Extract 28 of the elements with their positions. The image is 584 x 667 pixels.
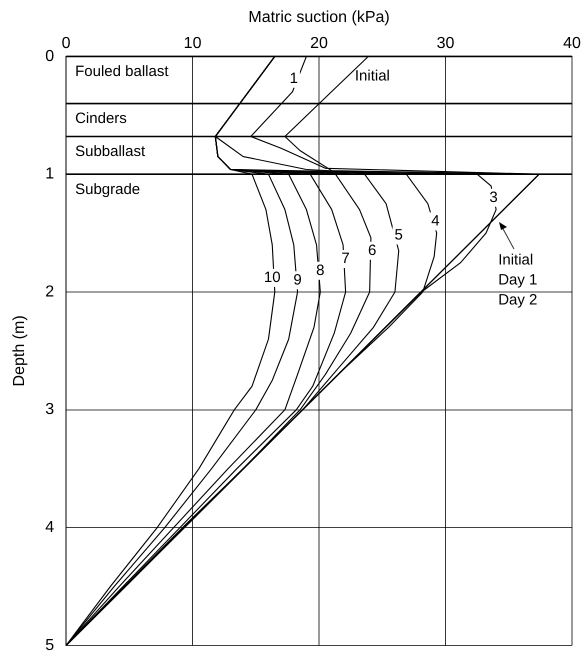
annotation: Initial (354, 68, 390, 85)
annotation: 3 (489, 188, 498, 206)
annotation: 10 (264, 269, 281, 286)
y-tick-label: 4 (45, 519, 54, 536)
x-tick-label: 20 (310, 35, 328, 52)
y-axis-title: Depth (m) (11, 315, 28, 386)
x-tick-label: 0 (62, 35, 71, 52)
annotation: 5 (394, 226, 403, 244)
x-tick-label: 10 (184, 35, 202, 52)
y-tick-label: 5 (45, 636, 54, 654)
x-tick-label: 40 (563, 35, 581, 52)
annotation: 4 (431, 212, 440, 230)
annotation: 6 (368, 242, 376, 259)
annotation: 8 (316, 262, 324, 279)
y-tick-label: 1 (45, 166, 54, 183)
ref-line-label: Cinders (75, 110, 127, 128)
y-tick-label: 2 (45, 283, 54, 300)
y-tick-label: 3 (45, 401, 54, 418)
annotation: Initial Day 1 Day 2 (498, 252, 538, 309)
annotation: 1 (290, 70, 298, 87)
x-tick-label: 30 (436, 35, 455, 52)
annotation: 7 (341, 250, 350, 268)
ref-line-label: Fouled ballast (75, 63, 170, 80)
annotation: 9 (293, 271, 302, 288)
y-tick-label: 0 (45, 48, 54, 65)
ref-line-label: Subballast (75, 143, 146, 160)
x-axis-title: Matric suction (kPa) (248, 9, 390, 26)
ref-line-label: Subgrade (75, 180, 140, 198)
